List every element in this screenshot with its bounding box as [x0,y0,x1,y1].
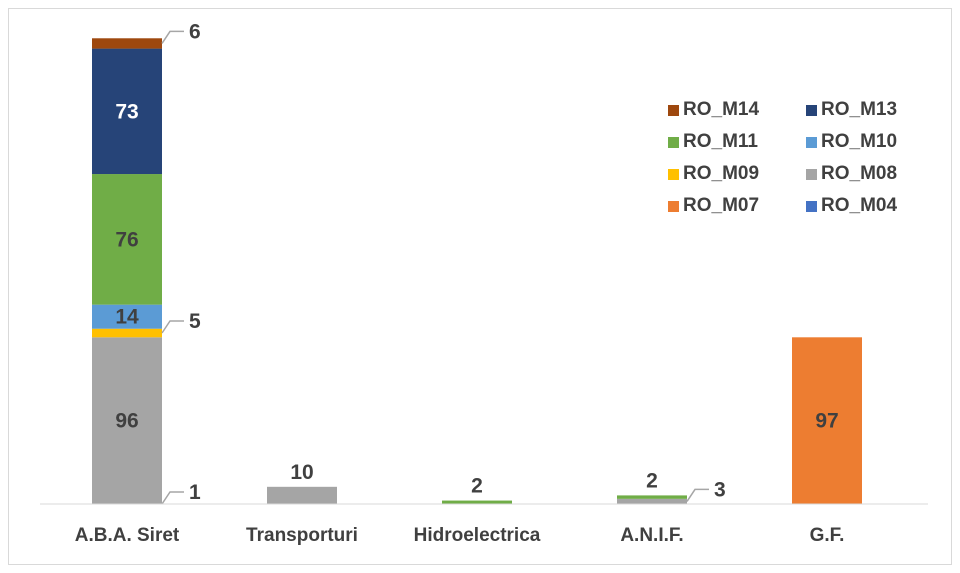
legend-swatch-ro-m08 [806,169,817,180]
data-labels-layer: 6 73 76 14 5 96 1 10 2 2 3 97 [115,20,838,504]
bar-a-b-a-siret-ro-m13 [92,48,162,175]
data-label-a-b-a-siret-14: 14 [115,306,139,329]
callout-line-a-b-a-siret-6 [161,30,184,44]
category-label-transporturi: Transporturi [246,525,358,546]
legend-swatch-ro-m04 [806,201,817,212]
data-label-a-b-a-siret-5: 5 [189,310,201,333]
data-label-hidroelectrica-2: 2 [471,475,483,498]
legend-label-ro-m10: RO_M10 [821,131,897,152]
category-label-a-b-a-siret: A.B.A. Siret [75,525,180,546]
legend-item-ro-m08: RO_M08 [806,163,897,184]
legend-swatch-ro-m09 [668,169,679,180]
category-label-a-n-i-f: A.N.I.F. [620,525,683,546]
legend-swatch-ro-m13 [806,105,817,116]
legend-label-ro-m14: RO_M14 [683,99,759,120]
bar-transporturi-ro-m08 [267,486,337,504]
bar-a-b-a-siret-ro-m10 [92,304,162,329]
data-label-a-b-a-siret-73: 73 [115,100,138,123]
bar-a-b-a-siret-ro-m11 [92,174,162,305]
legend-item-ro-m09: RO_M09 [668,163,759,184]
bars-layer [92,38,862,504]
data-label-transporturi-10: 10 [290,461,313,484]
legend-label-ro-m11: RO_M11 [683,131,758,152]
category-labels-layer: A.B.A. Siret Transporturi Hidroelectrica A.… [75,525,845,546]
bar-a-b-a-siret-ro-m14 [92,38,162,49]
data-label-a-b-a-siret-1: 1 [189,481,201,504]
bar-a-b-a-siret-ro-m09 [92,328,162,338]
data-label-a-n-i-f-3: 3 [714,478,726,501]
legend-label-ro-m13: RO_M13 [821,99,897,120]
data-label-a-b-a-siret-76: 76 [115,228,138,251]
legend-item-ro-m10: RO_M10 [806,131,897,152]
legend-swatch-ro-m11 [668,137,679,148]
data-label-a-n-i-f-2: 2 [646,469,658,492]
legend-swatch-ro-m14 [668,105,679,116]
bar-hidroelectrica-ro-m11 [442,500,512,504]
callout-line-a-b-a-siret-5 [161,320,184,334]
legend-item-ro-m11: RO_M11 [668,131,758,152]
legend-label-ro-m04: RO_M04 [821,195,897,216]
data-label-a-b-a-siret-96: 96 [115,410,138,433]
legend-label-ro-m08: RO_M08 [821,163,897,184]
bar-a-n-i-f-ro-m11 [617,495,687,499]
legend-label-ro-m07: RO_M07 [683,195,759,216]
legend: RO_M14 RO_M13 RO_M11 RO_M10 RO_M09 RO_M08 RO_M… [668,99,897,216]
legend-item-ro-m07: RO_M07 [668,195,759,216]
bar-g-f-ro-m07 [792,337,862,504]
legend-swatch-ro-m10 [806,137,817,148]
legend-item-ro-m13: RO_M13 [806,99,897,120]
category-label-hidroelectrica: Hidroelectrica [414,525,541,546]
data-label-g-f-97: 97 [815,410,838,433]
bar-a-n-i-f-ro-m08 [617,498,687,504]
legend-item-ro-m04: RO_M04 [806,195,897,216]
data-label-a-b-a-siret-6: 6 [189,20,201,43]
legend-label-ro-m09: RO_M09 [683,163,759,184]
legend-swatch-ro-m07 [668,201,679,212]
callouts-layer [161,30,709,505]
legend-item-ro-m14: RO_M14 [668,99,759,120]
category-label-g-f: G.F. [810,525,845,546]
callout-line-a-b-a-siret-1 [161,491,184,505]
callout-line-a-n-i-f-3 [686,488,709,502]
bar-a-b-a-siret-ro-m08 [92,337,162,504]
